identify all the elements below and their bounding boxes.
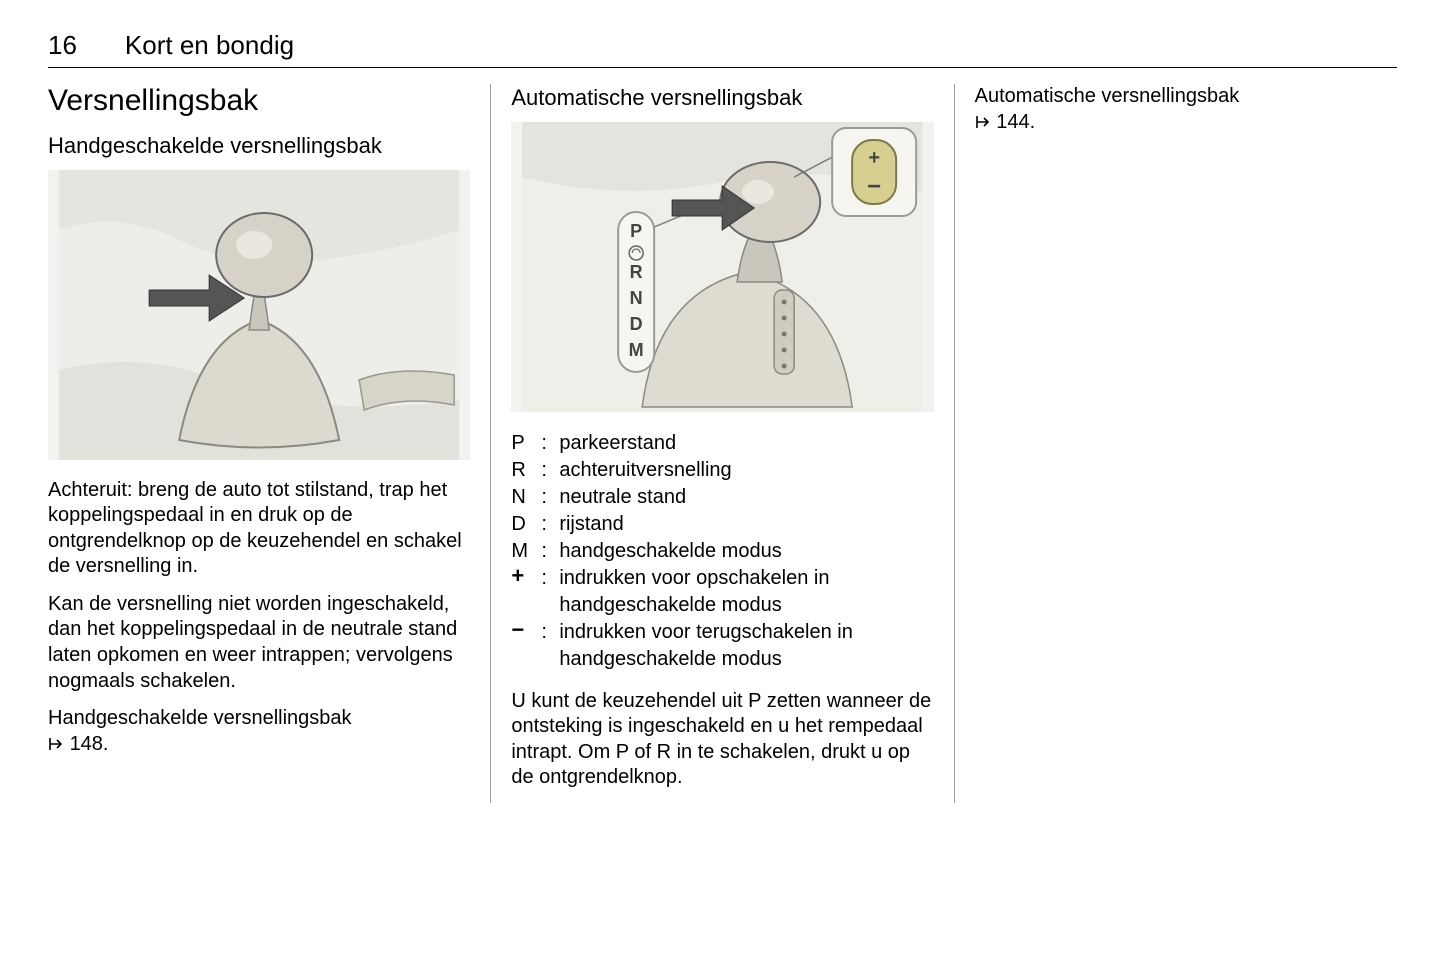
rocker-inset: + − (832, 128, 916, 216)
def-val: indrukken voor terugschakelen in handges… (559, 619, 933, 673)
def-val: achteruitversnelling (559, 457, 933, 484)
def-row-plus: + : indrukken voor opschakelen in handge… (511, 565, 933, 619)
def-colon: : (541, 619, 559, 673)
header-row: 16 Kort en bondig (48, 30, 1397, 61)
svg-text:+: + (869, 147, 881, 169)
ref-manual-text: Handgeschakelde versnellingsbak (48, 707, 352, 729)
ref-manual-page: 148. (70, 733, 109, 755)
svg-text:−: − (867, 173, 881, 200)
def-key: R (511, 457, 541, 484)
page-header: 16 Kort en bondig (48, 30, 1397, 68)
def-key: N (511, 484, 541, 511)
sub-heading-auto: Automatische versnellingsbak (511, 84, 933, 112)
ref-auto-text: Automatische versnellingsbak (975, 85, 1240, 107)
column-1: Versnellingsbak Handgeschakelde versnell… (48, 84, 490, 803)
ref-auto-page: 144. (996, 111, 1035, 133)
def-row-p: P : parkeerstand (511, 430, 933, 457)
def-val: handgeschakelde modus (559, 538, 933, 565)
para-manual-2: Kan de versnelling niet worden inge­scha… (48, 592, 470, 694)
def-key: M (511, 538, 541, 565)
band-letter-p: P (630, 221, 642, 241)
ref-manual: Handgeschakelde versnellingsbak 148. (48, 706, 470, 757)
def-row-m: M : handgeschakelde modus (511, 538, 933, 565)
def-colon: : (541, 511, 559, 538)
sub-heading-manual: Handgeschakelde versnellingsbak (48, 132, 470, 160)
def-key: D (511, 511, 541, 538)
column-3: Automatische versnellingsbak 144. (954, 84, 1397, 803)
section-title: Kort en bondig (125, 30, 294, 61)
def-key-minus-icon: − (511, 619, 541, 673)
ref-arrow-icon (975, 112, 991, 138)
content-columns: Versnellingsbak Handgeschakelde versnell… (48, 84, 1397, 803)
ref-arrow-icon (48, 734, 64, 760)
para-manual-1: Achteruit: breng de auto tot stilstand, … (48, 478, 470, 580)
def-colon: : (541, 484, 559, 511)
def-val: neutrale stand (559, 484, 933, 511)
para-auto-1: U kunt de keuzehendel uit P zetten wanne… (511, 689, 933, 791)
def-row-n: N : neutrale stand (511, 484, 933, 511)
column-2: Automatische versnellingsbak P R N D M (490, 84, 953, 803)
def-val: rijstand (559, 511, 933, 538)
def-row-d: D : rijstand (511, 511, 933, 538)
def-colon: : (541, 538, 559, 565)
auto-gear-illustration: P R N D M (511, 122, 933, 412)
main-heading: Versnellingsbak (48, 84, 470, 118)
figure-auto-gear: P R N D M (511, 122, 933, 412)
band-letter-r: R (630, 262, 643, 282)
page-number: 16 (48, 30, 77, 61)
def-row-minus: − : indrukken voor terugschakelen in han… (511, 619, 933, 673)
def-key-plus-icon: + (511, 565, 541, 619)
def-val: parkeerstand (559, 430, 933, 457)
def-colon: : (541, 565, 559, 619)
ref-auto: Automatische versnellingsbak 144. (975, 84, 1397, 135)
def-key: P (511, 430, 541, 457)
figure-manual-gear (48, 170, 470, 460)
definition-list: P : parkeerstand R : achteruitversnellin… (511, 430, 933, 673)
def-colon: : (541, 457, 559, 484)
manual-gear-illustration (48, 170, 470, 460)
def-colon: : (541, 430, 559, 457)
def-row-r: R : achteruitversnelling (511, 457, 933, 484)
def-val: indrukken voor opschakelen in handgescha… (559, 565, 933, 619)
band-letter-m: M (629, 340, 644, 360)
band-letter-d: D (630, 314, 643, 334)
band-letter-n: N (630, 288, 643, 308)
